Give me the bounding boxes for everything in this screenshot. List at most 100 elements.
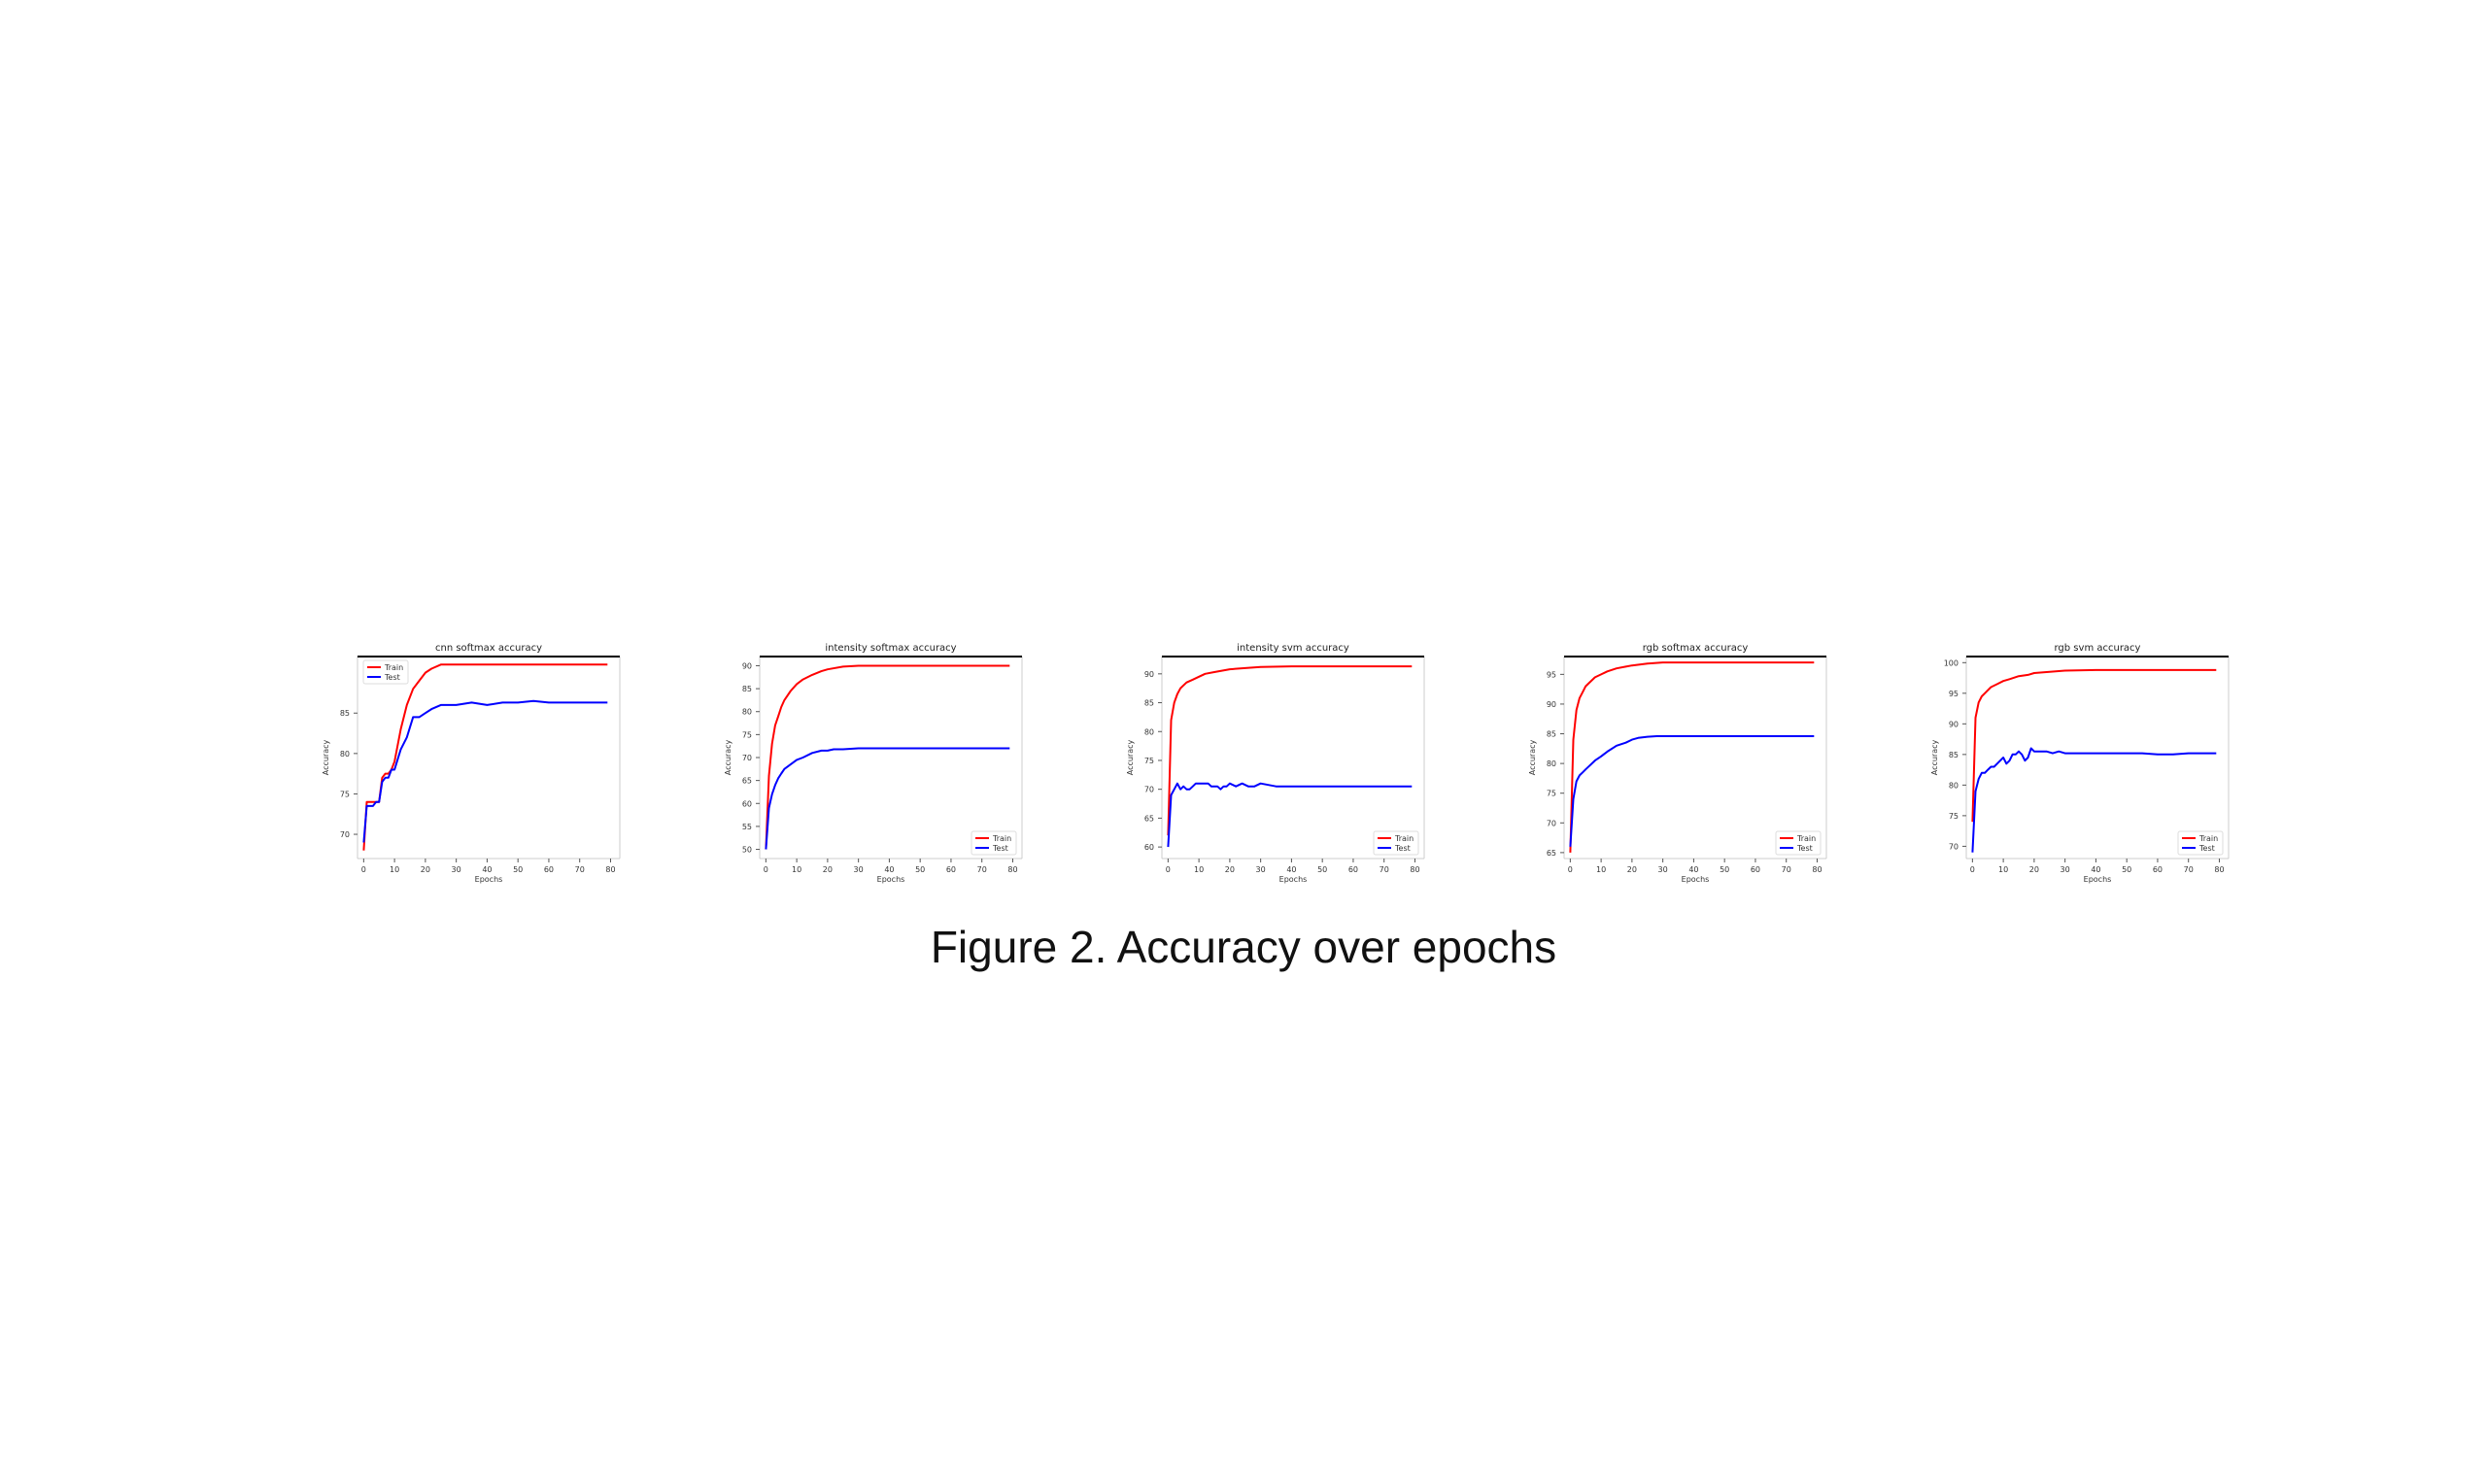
y-tick-label: 80 [742, 708, 752, 717]
y-tick-label: 60 [1144, 843, 1154, 852]
y-tick-label: 70 [1949, 842, 1959, 851]
x-tick-label: 40 [1286, 865, 1296, 874]
y-tick-label: 100 [1944, 658, 1959, 667]
x-tick-label: 10 [1194, 865, 1204, 874]
x-tick-label: 60 [1751, 865, 1760, 874]
legend-label-test: Test [1796, 844, 1813, 853]
series-line-test [1971, 747, 2217, 853]
x-tick-label: 10 [390, 865, 399, 874]
series-line-test [765, 747, 1010, 850]
legend-label-train: Train [992, 834, 1011, 843]
y-axis-label: Accuracy [724, 739, 732, 775]
x-tick-label: 30 [1658, 865, 1668, 874]
series-line-train [1569, 661, 1815, 853]
x-tick-label: 40 [2091, 865, 2100, 874]
y-axis-label: Accuracy [1930, 739, 1939, 775]
y-tick-label: 70 [340, 830, 350, 839]
x-axis-label: Epochs [1279, 875, 1308, 884]
x-tick-label: 0 [1166, 865, 1171, 874]
y-tick-label: 85 [1144, 699, 1154, 708]
y-tick-label: 95 [1547, 670, 1556, 679]
x-tick-label: 80 [605, 865, 615, 874]
x-tick-label: 20 [421, 865, 430, 874]
y-tick-label: 75 [1547, 790, 1556, 798]
x-tick-label: 70 [2184, 865, 2194, 874]
y-tick-label: 80 [340, 750, 350, 759]
x-axis-label: Epochs [1682, 875, 1710, 884]
series-line-train [362, 663, 608, 851]
y-tick-label: 70 [1144, 786, 1154, 794]
x-axis-label: Epochs [475, 875, 503, 884]
x-tick-label: 50 [513, 865, 523, 874]
x-tick-label: 50 [915, 865, 925, 874]
x-tick-label: 30 [854, 865, 864, 874]
x-tick-label: 20 [2029, 865, 2039, 874]
y-tick-label: 85 [1547, 730, 1556, 739]
legend-label-test: Test [2198, 844, 2215, 853]
series-line-train [1971, 668, 2217, 823]
x-tick-label: 30 [452, 865, 461, 874]
y-tick-label: 85 [340, 709, 350, 718]
legend-label-test: Test [992, 844, 1008, 853]
subplot-2: intensity softmax accuracy 0 10 20 30 40 50 60 7… [724, 643, 1023, 884]
y-tick-label: 70 [742, 754, 752, 762]
x-tick-label: 60 [946, 865, 956, 874]
y-axis-label: Accuracy [1528, 739, 1537, 775]
y-tick-label: 85 [742, 685, 752, 693]
y-tick-label: 60 [742, 799, 752, 808]
chart-title: intensity svm accuracy [1237, 643, 1349, 654]
y-tick-label: 65 [1144, 814, 1154, 823]
x-axis-label: Epochs [877, 875, 905, 884]
subplot-4: rgb softmax accuracy 0 10 20 30 40 50 60 70 80 65 7… [1528, 643, 1827, 884]
y-tick-label: 85 [1949, 751, 1959, 759]
y-tick-label: 55 [742, 823, 752, 831]
figure-caption: Figure 2. Accuracy over epochs [930, 922, 1557, 972]
y-tick-label: 90 [1144, 670, 1154, 679]
x-tick-label: 70 [1782, 865, 1791, 874]
y-axis-label: Accuracy [322, 739, 330, 775]
x-tick-label: 50 [2122, 865, 2131, 874]
x-tick-label: 80 [1007, 865, 1017, 874]
y-tick-label: 50 [742, 846, 752, 855]
y-tick-label: 75 [1144, 757, 1154, 765]
chart-title: cnn softmax accuracy [435, 643, 542, 654]
series-line-test [362, 699, 608, 843]
chart-title: rgb svm accuracy [2055, 643, 2141, 654]
subplot-3: intensity svm accuracy 0 10 20 30 40 50 60 70 80 6… [1126, 643, 1425, 884]
x-tick-label: 0 [1568, 865, 1573, 874]
y-tick-label: 70 [1547, 819, 1556, 827]
legend-label-train: Train [1394, 834, 1414, 843]
x-tick-label: 50 [1720, 865, 1729, 874]
chart-title: intensity softmax accuracy [825, 643, 956, 654]
legend-label-test: Test [384, 673, 400, 682]
series-line-train [765, 664, 1010, 850]
series-line-test [1569, 735, 1815, 847]
y-tick-label: 75 [1949, 812, 1959, 821]
subplot-5: rgb svm accuracy 0 10 20 30 40 50 60 70 80 70 75 80 8… [1930, 643, 2230, 884]
x-tick-label: 50 [1317, 865, 1327, 874]
legend-label-train: Train [1796, 834, 1816, 843]
x-tick-label: 70 [575, 865, 585, 874]
x-tick-label: 0 [361, 865, 366, 874]
y-tick-label: 75 [742, 730, 752, 739]
y-tick-label: 80 [1547, 759, 1556, 768]
y-tick-label: 80 [1144, 727, 1154, 736]
x-tick-label: 0 [1970, 865, 1975, 874]
y-tick-label: 90 [742, 661, 752, 670]
x-tick-label: 80 [1410, 865, 1419, 874]
x-tick-label: 20 [1225, 865, 1235, 874]
x-tick-label: 20 [1627, 865, 1637, 874]
x-tick-label: 10 [792, 865, 801, 874]
x-tick-label: 80 [1812, 865, 1822, 874]
series-line-train [1167, 665, 1413, 836]
chart-title: rgb softmax accuracy [1643, 643, 1749, 654]
x-tick-label: 0 [764, 865, 768, 874]
legend-label-train: Train [2198, 834, 2218, 843]
x-axis-label: Epochs [2084, 875, 2112, 884]
series-line-test [1167, 782, 1413, 848]
